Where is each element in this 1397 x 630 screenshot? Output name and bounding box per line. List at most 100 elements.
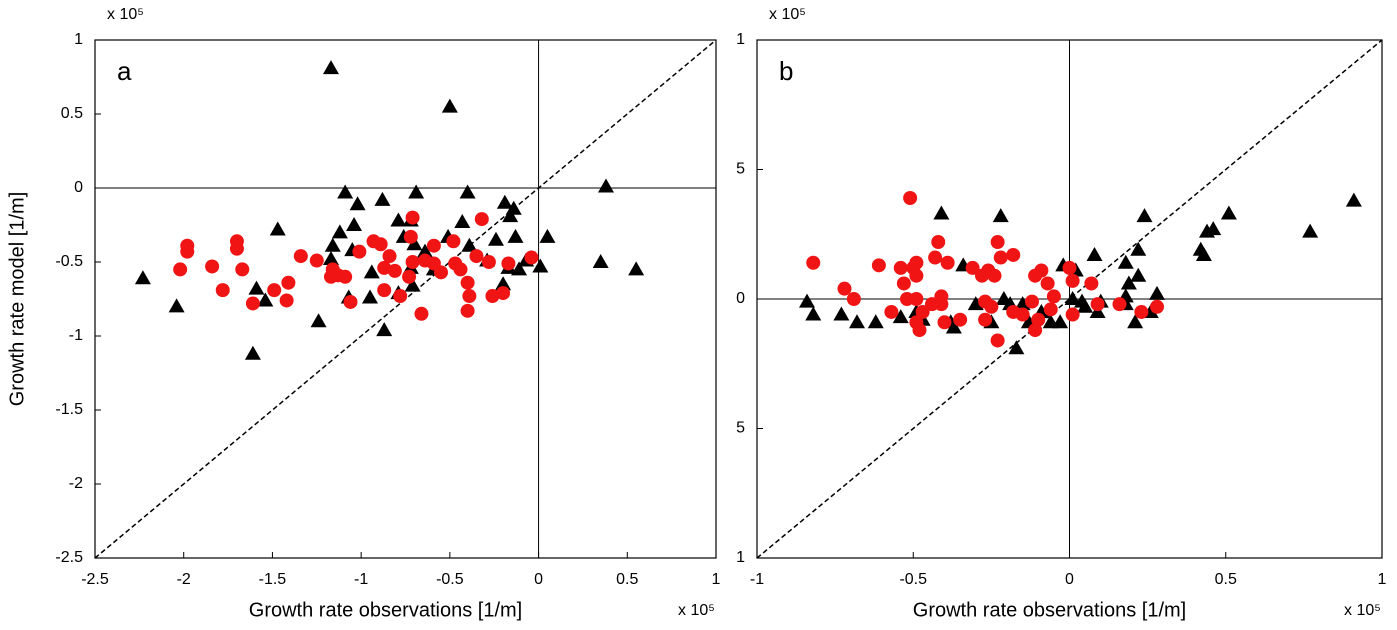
y-tick-label: 1	[74, 31, 83, 48]
triangle-point	[1064, 291, 1081, 305]
circle-point	[965, 260, 980, 275]
triangle-point	[310, 313, 327, 328]
triangle-point	[992, 208, 1009, 223]
triangle-point	[324, 237, 341, 252]
circle-point	[338, 269, 353, 284]
circle-point	[215, 283, 230, 298]
triangle-point	[849, 314, 865, 329]
triangle-point	[1130, 241, 1147, 256]
triangle-point	[1117, 254, 1134, 269]
triangle-point	[502, 208, 519, 223]
triangle-point	[322, 251, 339, 266]
circle-point	[352, 244, 367, 259]
circle-point	[481, 255, 496, 269]
panel-label: a	[117, 56, 132, 86]
circle-point	[993, 250, 1008, 265]
circle-point	[474, 212, 489, 227]
circle-point	[909, 268, 924, 283]
circle-point	[433, 265, 448, 280]
circle-point	[903, 190, 918, 205]
circle-point	[806, 255, 821, 270]
y-tick-label: -2	[69, 475, 83, 492]
triangle-point	[505, 200, 522, 215]
triangle-point	[244, 345, 261, 360]
triangle-point	[867, 314, 884, 329]
circle-point	[414, 306, 429, 321]
triangle-point	[1205, 221, 1222, 236]
identity-line	[756, 39, 1383, 559]
y-tick-label: -0.5	[55, 253, 83, 270]
triangle-point	[168, 298, 185, 313]
circle-point	[524, 250, 539, 265]
circle-point	[1090, 297, 1105, 312]
circle-point	[309, 253, 324, 268]
circle-point	[978, 312, 993, 327]
circle-point	[931, 235, 946, 250]
circle-point	[267, 283, 282, 298]
triangle-point	[408, 184, 425, 199]
circle-point	[1112, 297, 1127, 312]
circle-point	[909, 255, 924, 270]
triangle-point	[628, 261, 645, 276]
circle-point	[446, 234, 461, 249]
circle-point	[893, 260, 908, 275]
circle-point	[846, 292, 861, 306]
circle-point	[896, 276, 911, 291]
circle-point	[1040, 276, 1055, 291]
triangle-point	[945, 319, 962, 334]
circle-point	[293, 249, 308, 264]
circle-point	[1043, 302, 1058, 317]
circle-point	[837, 281, 852, 296]
triangle-point	[269, 221, 286, 236]
triangle-point	[1052, 314, 1069, 329]
triangle-point	[1195, 246, 1212, 261]
circle-point	[496, 286, 511, 301]
y-tick-label: -2.5	[55, 549, 83, 566]
circle-point	[279, 293, 294, 308]
triangle-point	[1014, 296, 1031, 311]
circle-point	[453, 262, 468, 277]
circle-point	[405, 210, 420, 225]
circle-point	[909, 292, 924, 306]
triangle-point	[597, 178, 614, 193]
y-axis-label: Growth rate model [1/m]	[6, 192, 28, 407]
circle-point	[915, 304, 930, 319]
circle-point	[990, 333, 1005, 348]
x-tick-label: 0	[534, 571, 543, 588]
x-axis-label: Growth rate observations [1/m]	[249, 599, 522, 621]
circle-point	[1006, 247, 1021, 262]
x-tick-label: -1	[354, 571, 368, 588]
triangle-point	[539, 228, 556, 243]
x-tick-label: 0.5	[616, 571, 638, 588]
circle-point	[281, 275, 296, 290]
circle-point	[953, 312, 968, 327]
triangle-point	[1077, 298, 1094, 313]
triangle-point	[257, 292, 274, 307]
circle-point	[460, 303, 475, 318]
circle-point	[501, 256, 516, 271]
triangle-point	[1302, 223, 1319, 238]
triangle-point	[496, 194, 513, 209]
triangle-point	[349, 196, 366, 211]
circle-point	[245, 296, 260, 311]
triangle-point	[1130, 267, 1147, 282]
x-tick-label: -0.5	[899, 571, 927, 588]
triangle-point	[376, 322, 393, 337]
triangle-point	[441, 98, 458, 113]
x-axis-label: Growth rate observations [1/m]	[913, 599, 1186, 621]
circle-point	[1034, 263, 1049, 278]
circle-point	[393, 289, 408, 304]
circle-point	[1062, 260, 1077, 275]
triangle-point	[362, 289, 379, 304]
circle-point	[405, 255, 420, 269]
y-tick-label: 5	[736, 161, 745, 178]
circle-point	[984, 299, 999, 314]
triangle-point	[833, 306, 850, 321]
circle-point	[1134, 304, 1149, 319]
circle-point	[1065, 307, 1080, 322]
y-tick-label: 5	[736, 420, 745, 437]
circle-point	[403, 229, 418, 244]
circle-point	[1084, 276, 1099, 291]
triangle-point	[390, 212, 407, 227]
